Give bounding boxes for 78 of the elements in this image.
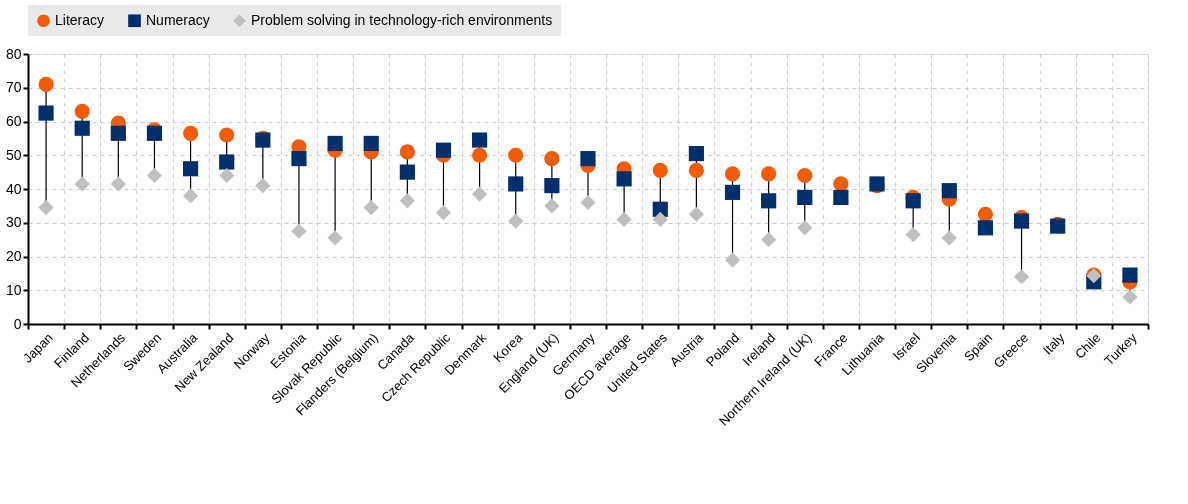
point xyxy=(508,147,524,163)
point xyxy=(435,142,452,158)
point xyxy=(472,132,488,148)
point xyxy=(291,223,307,239)
point xyxy=(580,194,596,211)
point xyxy=(688,145,704,162)
y-tick-label: 80 xyxy=(5,45,22,62)
y-tick-label: 70 xyxy=(5,79,22,96)
point xyxy=(110,125,126,141)
y-tick-label: 10 xyxy=(5,281,22,298)
legend-label: Literacy xyxy=(55,11,105,28)
legend-label: Numeracy xyxy=(146,11,210,28)
point xyxy=(146,167,163,184)
point xyxy=(544,151,560,167)
point xyxy=(977,206,993,222)
x-tick-label: Italy xyxy=(1039,329,1068,358)
point xyxy=(74,120,90,136)
point xyxy=(363,135,379,152)
point xyxy=(797,167,813,184)
point xyxy=(508,176,524,192)
point xyxy=(110,176,126,192)
point xyxy=(941,183,957,199)
point xyxy=(183,161,199,177)
point xyxy=(833,176,849,192)
y-tick-label: 30 xyxy=(5,214,22,231)
point xyxy=(544,178,560,194)
y-tick-label: 20 xyxy=(5,248,22,264)
point xyxy=(219,167,235,184)
point xyxy=(977,220,993,236)
point xyxy=(1122,267,1138,283)
point xyxy=(724,166,741,182)
point xyxy=(1122,289,1138,305)
legend-label: Problem solving in technology-rich environments xyxy=(251,11,553,28)
point xyxy=(508,213,524,229)
point xyxy=(219,154,235,170)
point xyxy=(833,189,849,206)
point xyxy=(219,127,235,143)
point xyxy=(797,220,813,236)
point xyxy=(761,166,777,182)
point xyxy=(363,199,379,216)
point xyxy=(291,151,307,167)
y-tick-label: 50 xyxy=(5,146,22,163)
point xyxy=(472,186,488,202)
point xyxy=(761,232,777,248)
y-tick-label: 0 xyxy=(13,315,22,332)
point xyxy=(255,178,271,194)
point xyxy=(580,151,596,167)
point xyxy=(327,135,343,152)
point xyxy=(1013,269,1030,285)
point xyxy=(38,105,54,121)
point xyxy=(724,252,741,268)
point xyxy=(544,198,560,214)
point xyxy=(761,193,777,209)
point xyxy=(183,188,199,204)
point xyxy=(905,226,921,243)
y-tick-label: 40 xyxy=(5,180,22,197)
point xyxy=(688,206,704,222)
point xyxy=(905,193,921,209)
point xyxy=(652,162,668,179)
point xyxy=(724,184,741,200)
point xyxy=(472,147,488,163)
point xyxy=(688,162,704,179)
point xyxy=(399,144,415,160)
point xyxy=(652,211,668,227)
point xyxy=(797,189,813,206)
point xyxy=(38,76,54,92)
point xyxy=(941,230,957,246)
point xyxy=(74,176,90,192)
point xyxy=(399,193,415,209)
point xyxy=(38,199,54,216)
y-tick-label: 60 xyxy=(5,113,22,129)
point xyxy=(183,125,199,141)
point xyxy=(616,211,632,227)
point xyxy=(399,164,415,180)
point xyxy=(74,103,90,119)
point xyxy=(616,171,632,187)
point xyxy=(327,230,343,246)
point xyxy=(435,205,452,221)
